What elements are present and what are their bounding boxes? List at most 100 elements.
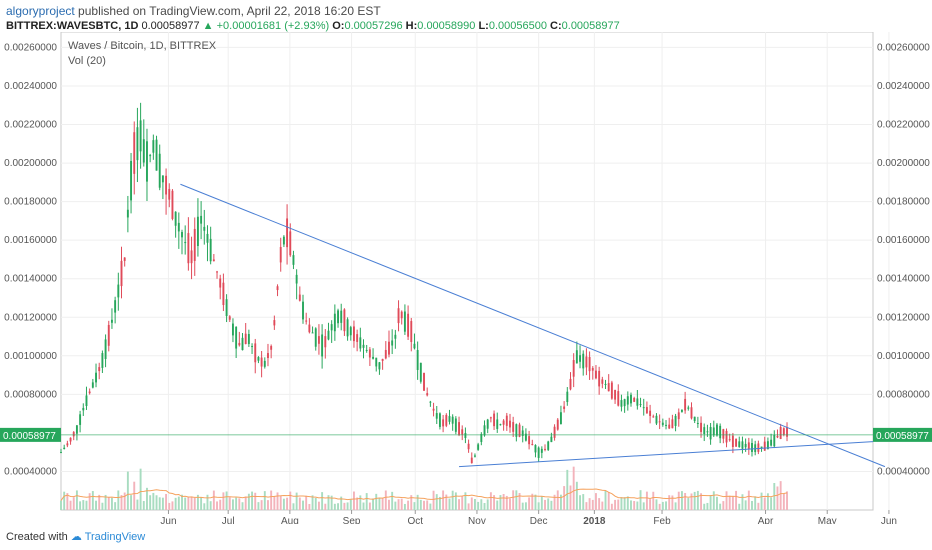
- volume-bar: [429, 503, 432, 510]
- trendline-lower: [459, 441, 874, 468]
- volume-bar: [368, 502, 371, 510]
- candle-body: [72, 432, 75, 437]
- volume-bar: [639, 490, 642, 510]
- volume-bar: [512, 490, 515, 510]
- open-value: 0.00057296: [344, 20, 403, 32]
- candle-body: [206, 233, 209, 243]
- volume-bar: [146, 487, 148, 510]
- volume-bar: [448, 498, 451, 510]
- close-label: C:: [550, 20, 562, 32]
- last-price-badge-left: [0, 427, 61, 442]
- volume-bar: [302, 500, 304, 510]
- volume-bar: [763, 497, 766, 510]
- candle-body: [614, 389, 617, 400]
- candle-body: [238, 342, 241, 346]
- volume-bar: [579, 495, 581, 510]
- candle-body: [244, 333, 247, 345]
- candle-body: [219, 278, 222, 288]
- volume-bar: [340, 496, 343, 510]
- volume-bar: [321, 492, 324, 510]
- candle-body: [171, 190, 174, 219]
- volume-bar: [435, 494, 438, 510]
- y-tick-label-left: 0.00220000: [4, 120, 57, 131]
- volume-bar: [502, 494, 505, 510]
- volume-bar: [196, 494, 199, 510]
- volume-bar: [101, 502, 104, 510]
- volume-bar: [247, 493, 250, 510]
- volume-bar: [674, 502, 677, 510]
- volume-bar: [343, 502, 346, 510]
- volume-bar: [244, 496, 247, 510]
- volume-bar: [174, 497, 177, 510]
- candle-body: [136, 127, 139, 161]
- candle-body: [107, 324, 110, 346]
- candle-body: [209, 238, 212, 262]
- last-price-label-right: 0.00058977: [876, 431, 929, 442]
- volume-bar: [161, 497, 164, 510]
- candle-body: [531, 444, 534, 446]
- y-tick-label-right: 0.00120000: [877, 312, 930, 323]
- volume-bar: [353, 491, 355, 510]
- volume-bar: [286, 497, 289, 510]
- y-tick-label-right: 0.00100000: [877, 351, 930, 362]
- volume-bar: [636, 501, 639, 510]
- candle-body: [582, 353, 585, 369]
- candle-body: [598, 370, 601, 387]
- volume-bar: [388, 499, 390, 510]
- volume-bar: [553, 494, 556, 510]
- x-tick-label: Jun: [881, 516, 897, 524]
- volume-bar: [652, 491, 655, 510]
- volume-bar: [661, 501, 664, 510]
- candle-body: [528, 436, 531, 445]
- candle-body: [177, 222, 180, 232]
- candle-body: [757, 443, 760, 452]
- volume-bar: [72, 497, 75, 510]
- volume-bar: [461, 496, 464, 510]
- candle-body: [66, 443, 69, 446]
- candle-body: [305, 320, 308, 322]
- volume-bar: [445, 494, 448, 510]
- candle-body: [432, 408, 435, 411]
- candle-body: [477, 444, 480, 450]
- candle-body: [82, 407, 85, 411]
- candle-body: [703, 427, 706, 435]
- y-tick-label-left: 0.00200000: [4, 158, 57, 169]
- candle-body: [438, 413, 441, 427]
- author-link[interactable]: algoryproject: [6, 4, 75, 18]
- volume-bar: [330, 495, 333, 510]
- x-tick-label: Apr: [758, 516, 774, 524]
- volume-bar: [687, 498, 690, 510]
- candle-body: [674, 415, 677, 426]
- publication-line: algoryproject published on TradingView.c…: [6, 4, 381, 18]
- volume-bar: [556, 490, 559, 510]
- volume-bar: [222, 492, 225, 510]
- candle-body: [731, 435, 734, 447]
- volume-bar: [610, 503, 613, 510]
- candle-body: [677, 412, 680, 420]
- candle-body: [601, 379, 604, 384]
- volume-bar: [725, 491, 728, 510]
- volume-bar: [630, 500, 632, 510]
- y-tick-label-left: 0.00100000: [4, 351, 57, 362]
- volume-bar: [671, 495, 674, 510]
- candle-body: [158, 153, 161, 188]
- y-tick-label-left: 0.00140000: [4, 274, 57, 285]
- price-chart[interactable]: 0.00260000 0.00240000 0.00220000 0.00200000…: [0, 32, 932, 524]
- candle-body: [770, 439, 773, 446]
- candle-body: [231, 323, 234, 336]
- candle-body: [372, 356, 375, 359]
- tradingview-brand[interactable]: TradingView: [84, 531, 146, 543]
- volume-bar: [738, 503, 741, 510]
- candle-body: [633, 398, 636, 402]
- volume-bar: [779, 481, 782, 510]
- volume-bar: [168, 502, 171, 510]
- volume-bar: [171, 501, 174, 510]
- volume-bar: [289, 491, 292, 510]
- candle-body: [311, 332, 314, 334]
- candle-body: [763, 441, 766, 451]
- volume-bar: [716, 496, 718, 510]
- volume-bar: [496, 500, 499, 510]
- candle-body: [709, 427, 712, 440]
- candle-body: [270, 346, 273, 350]
- tradingview-logo-icon[interactable]: ☁: [70, 531, 82, 543]
